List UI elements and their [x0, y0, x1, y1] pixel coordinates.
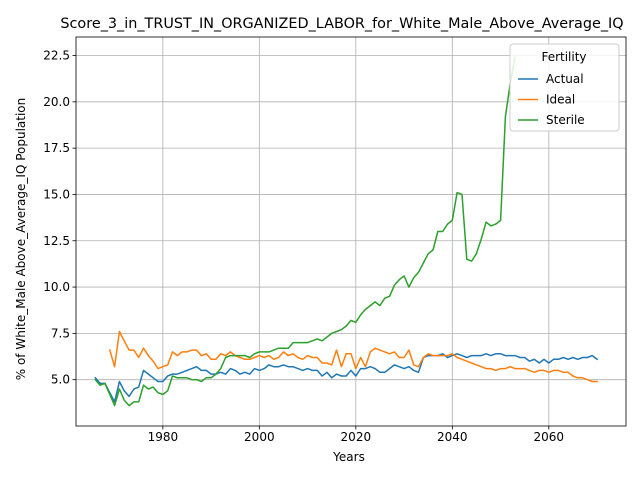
axis-ticks: 1980 2000 2020 2040 2060 5.0 7.5 10.0 12.5 15.0 17…	[43, 49, 564, 444]
chart-title: Score_3_in_TRUST_IN_ORGANIZED_LABOR_for_…	[60, 16, 623, 32]
series-line-actual	[94, 353, 599, 403]
x-axis-label: Years	[332, 450, 365, 464]
legend-label-actual: Actual	[546, 72, 584, 86]
y-tick-label: 12.5	[43, 234, 70, 248]
x-tick-label: 2060	[534, 430, 565, 444]
y-tick-label: 20.0	[43, 95, 70, 109]
legend-label-ideal: Ideal	[546, 93, 575, 107]
y-tick-label: 10.0	[43, 280, 70, 294]
y-tick-label: 5.0	[51, 373, 70, 387]
y-tick-label: 22.5	[43, 49, 70, 63]
y-tick-label: 7.5	[51, 326, 70, 340]
legend: Fertility Actual Ideal Sterile	[509, 43, 620, 132]
series-line-sterile	[94, 56, 516, 407]
x-tick-label: 2020	[341, 430, 372, 444]
plot-area-frame	[75, 36, 627, 427]
y-axis-label: % of White_Male Above_Average_IQ Populat…	[14, 98, 28, 381]
x-tick-label: 2040	[437, 430, 468, 444]
x-tick-label: 2000	[244, 430, 275, 444]
y-tick-label: 15.0	[43, 187, 70, 201]
x-tick-label: 1980	[148, 430, 179, 444]
series-line-ideal	[108, 330, 598, 383]
series-lines	[94, 56, 599, 407]
y-tick-label: 17.5	[43, 141, 70, 155]
legend-box	[509, 43, 620, 132]
legend-label-sterile: Sterile	[546, 113, 585, 127]
legend-title: Fertility	[541, 50, 586, 64]
